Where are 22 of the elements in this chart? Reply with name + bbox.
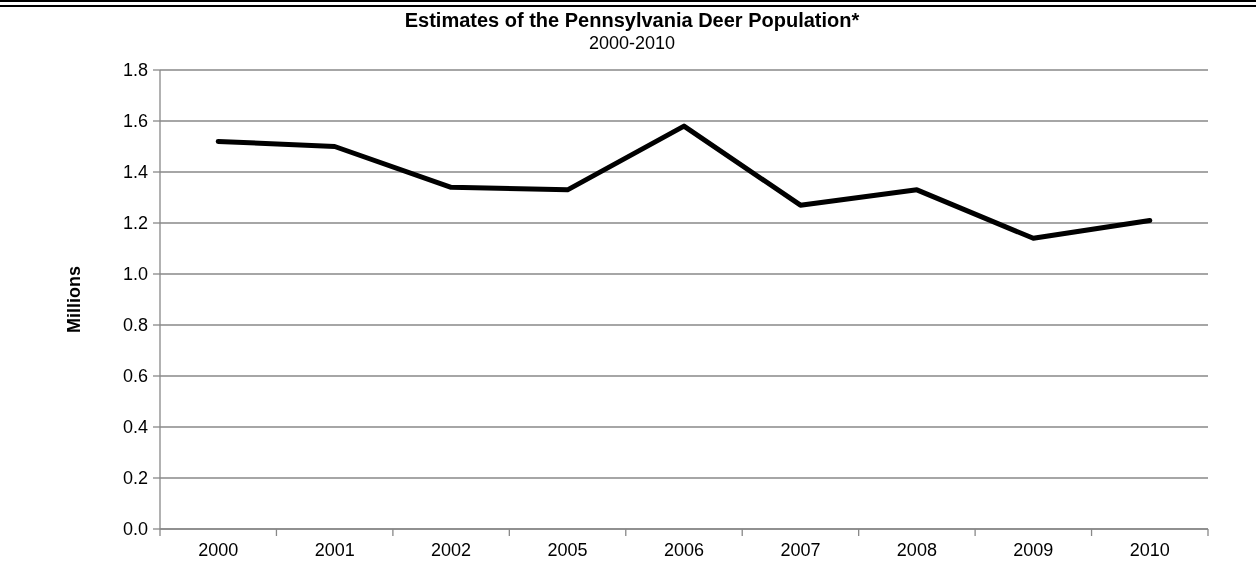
x-tick-label: 2006 (663, 540, 705, 560)
y-tick-label: 1.0 (122, 264, 148, 285)
y-axis-title: Millions (64, 266, 84, 333)
x-tick-label: 2010 (1129, 540, 1170, 560)
x-tick-label: 2005 (547, 540, 588, 560)
x-tick-label: 2007 (780, 540, 821, 560)
x-tick-label: 2001 (314, 540, 355, 560)
y-tick-label: 1.8 (122, 60, 148, 81)
y-tick-label: 1.4 (122, 162, 148, 183)
chart-subtitle: 2000-2010 (588, 33, 676, 53)
y-tick-label: 0.2 (122, 468, 148, 489)
x-tick-label: 2000 (198, 540, 239, 560)
y-tick-label: 0.0 (122, 519, 148, 540)
x-tick-label: 2009 (1013, 540, 1054, 560)
x-tick-label: 2002 (431, 540, 472, 560)
y-tick-label: 0.8 (122, 315, 148, 336)
y-tick-label: 0.4 (122, 417, 148, 438)
x-tick-label: 2008 (896, 540, 937, 560)
chart-title: Estimates of the Pennsylvania Deer Population* (404, 9, 860, 31)
y-tick-label: 1.2 (122, 213, 148, 234)
y-tick-label: 1.6 (122, 111, 148, 132)
y-tick-label: 0.6 (122, 366, 148, 387)
